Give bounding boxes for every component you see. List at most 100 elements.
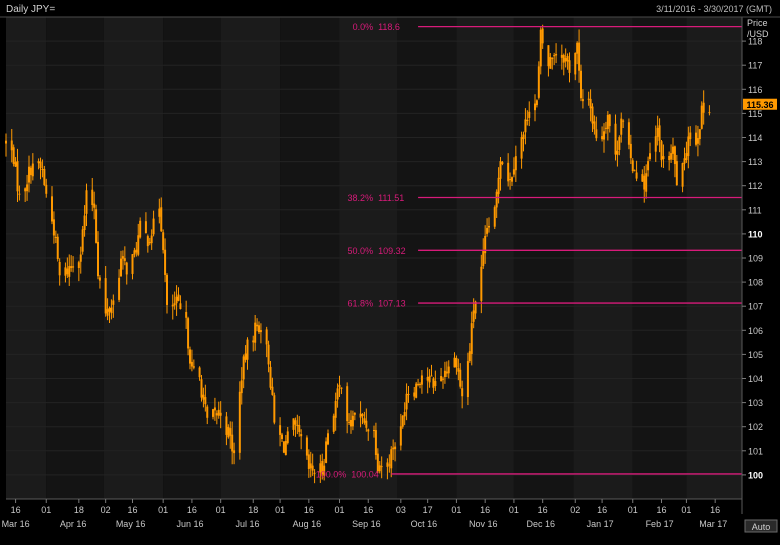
x-day-label: 16 [480, 505, 490, 515]
candle-body [484, 235, 487, 254]
x-month-label: Nov 16 [469, 519, 498, 529]
price-axis[interactable]: 100 101 102 103 104 105 106 107 108 109 110 111 112 1… [742, 37, 763, 481]
candle-body [373, 430, 375, 432]
candle-body [14, 162, 17, 167]
x-day-label: 18 [248, 505, 258, 515]
candle-body [564, 58, 567, 62]
candle-body [432, 378, 435, 388]
x-month-label: Jul 16 [235, 519, 259, 529]
candle-body [305, 437, 308, 456]
x-month-label: Feb 17 [646, 519, 674, 529]
auto-scale-button[interactable]: Auto [744, 519, 778, 533]
candle-body [631, 160, 634, 172]
candle-body [346, 386, 349, 422]
candle-body [363, 418, 366, 423]
candle-body [520, 137, 523, 159]
candle-body [499, 161, 502, 179]
candle-body [118, 277, 121, 300]
candle-body [258, 325, 260, 333]
candle-body [480, 266, 483, 301]
candle-body [687, 136, 690, 157]
candle-body [388, 464, 391, 466]
candle-body [415, 383, 418, 398]
candle-body [120, 258, 122, 277]
candle-body [313, 472, 316, 474]
candle-body [601, 136, 604, 140]
candle-body [509, 178, 512, 180]
candle-body [93, 203, 96, 208]
candle-body [643, 175, 646, 190]
candle-body [580, 70, 582, 99]
y-tick-label: 109 [748, 254, 763, 264]
candle-body [627, 122, 630, 145]
x-day-label: 18 [74, 505, 84, 515]
x-day-label: 16 [538, 505, 548, 515]
candle-body [614, 123, 617, 155]
x-month-label: Mar 16 [2, 519, 30, 529]
candle-body [229, 428, 232, 436]
x-day-label: 16 [710, 505, 720, 515]
candle-body [267, 344, 270, 365]
candle-body [282, 441, 285, 453]
x-month-label: Jan 17 [587, 519, 614, 529]
candle-body [380, 466, 383, 468]
date-range-label: 3/11/2016 - 3/30/2017 (GMT) [656, 4, 772, 14]
candle-body [635, 172, 638, 179]
candle-body [507, 162, 510, 182]
x-day-label: 16 [363, 505, 373, 515]
fib-percent-label: 61.8% [348, 299, 374, 309]
candle-body [298, 425, 301, 432]
last-price-badge: 115.36 [743, 98, 777, 110]
candle-body [488, 225, 490, 228]
candle-body [581, 99, 584, 102]
candle-body [514, 156, 517, 171]
candle-body [629, 143, 632, 159]
candle-body [348, 421, 351, 423]
candle-body [246, 339, 249, 360]
candle-body [227, 427, 230, 438]
candle-body [526, 119, 529, 121]
y-tick-label: 108 [748, 278, 763, 288]
candle-body [549, 57, 552, 69]
candle-body [616, 150, 619, 155]
candle-body [311, 465, 314, 471]
candle-body [56, 236, 59, 259]
candle-body [162, 232, 165, 251]
candle-body [31, 163, 34, 177]
candle-body [213, 407, 216, 411]
candle-body [700, 105, 703, 129]
x-month-label: Oct 16 [411, 519, 438, 529]
x-month-label: Apr 16 [60, 519, 87, 529]
candle-body [547, 45, 550, 67]
candle-body [104, 278, 107, 314]
candle-body [300, 434, 303, 437]
candle-body [179, 303, 182, 310]
x-day-label: 01 [216, 505, 226, 515]
candle-body [26, 184, 29, 192]
x-day-label: 17 [423, 505, 433, 515]
time-axis[interactable]: 16 01 18 02 16 01 16 01 18 01 16 01 16 03 17 01 16 01 16 02… [2, 499, 728, 529]
candle-body [279, 425, 282, 435]
x-day-label: 01 [41, 505, 51, 515]
candle-body [332, 415, 335, 432]
candle-body [54, 236, 57, 238]
candle-body [417, 383, 420, 385]
candle-body [672, 146, 674, 154]
candle-body [321, 460, 324, 475]
candle-body [689, 132, 692, 140]
y-tick-label: 102 [748, 422, 763, 432]
candle-body [29, 167, 32, 176]
y-tick-label: 105 [748, 350, 763, 360]
candle-body [123, 258, 126, 261]
auto-scale-button-label[interactable]: Auto [752, 522, 771, 532]
candle-body [407, 394, 410, 396]
candle-body [254, 322, 257, 343]
auto-scale-button-bg[interactable] [744, 519, 778, 533]
candle-body [85, 190, 88, 214]
candle-body [696, 138, 699, 144]
x-day-label: 01 [628, 505, 638, 515]
candle-body [37, 161, 40, 164]
candle-body [535, 100, 538, 106]
candle-body [192, 366, 195, 368]
